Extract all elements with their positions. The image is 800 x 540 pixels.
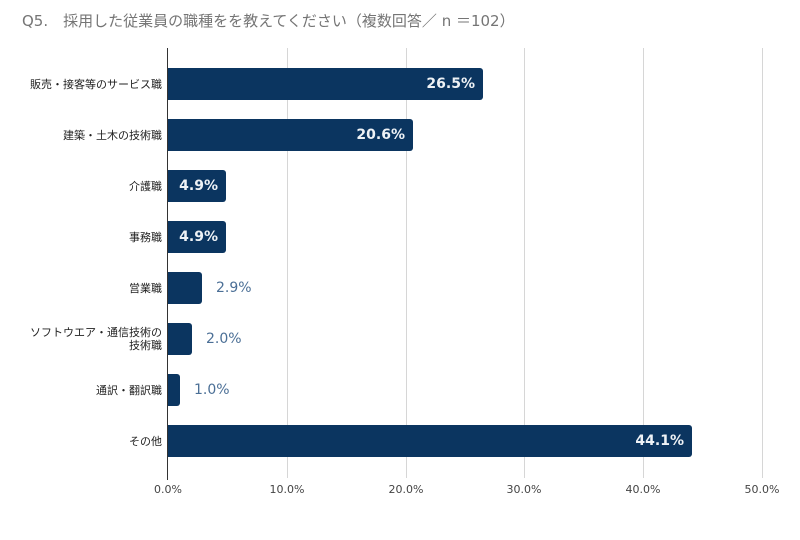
gridline [406, 48, 407, 478]
x-tick-label: 40.0% [625, 483, 661, 496]
value-label-outside: 1.0% [194, 382, 230, 398]
y-axis-line [167, 48, 168, 480]
category-label-line: 技術職 [129, 339, 162, 352]
category-label-line: 営業職 [129, 281, 162, 295]
gridline [643, 48, 644, 478]
category-label-line: 販売・接客等のサービス職 [30, 77, 162, 91]
category-label-line: 事務職 [129, 230, 162, 244]
category-label: 販売・接客等のサービス職 [2, 78, 162, 91]
category-label-line: 介護職 [129, 179, 162, 193]
category-label: 通訳・翻訳職 [2, 384, 162, 397]
bar[interactable] [168, 68, 483, 100]
value-label-inside: 26.5% [426, 76, 475, 92]
gridline [524, 48, 525, 478]
gridline [762, 48, 763, 478]
x-tick-label: 30.0% [506, 483, 542, 496]
category-label-line: 建築・土木の技術職 [63, 128, 162, 142]
category-label: 介護職 [2, 180, 162, 193]
x-tick-label: 20.0% [388, 483, 424, 496]
value-label-inside: 4.9% [179, 229, 218, 245]
category-label: その他 [2, 435, 162, 448]
x-tick-label: 0.0% [154, 483, 182, 496]
category-label-line: ソフトウエア・通信技術の [30, 326, 162, 339]
category-label: ソフトウエア・通信技術の 技術職 [2, 326, 162, 352]
category-label-line: その他 [129, 434, 162, 448]
category-label: 事務職 [2, 231, 162, 244]
bar[interactable] [168, 119, 413, 151]
x-tick-label: 10.0% [269, 483, 305, 496]
bar[interactable] [168, 170, 226, 202]
value-label-outside: 2.9% [216, 280, 252, 296]
bar[interactable] [168, 374, 180, 406]
x-tick-label: 50.0% [744, 483, 780, 496]
category-label: 営業職 [2, 282, 162, 295]
bar[interactable] [168, 272, 202, 304]
bar[interactable] [168, 323, 192, 355]
value-label-inside: 20.6% [356, 127, 405, 143]
value-label-inside: 4.9% [179, 178, 218, 194]
gridline [287, 48, 288, 478]
category-label-line: 通訳・翻訳職 [96, 383, 162, 397]
bar[interactable] [168, 425, 692, 457]
chart-title: Q5. 採用した従業員の職種をを教えてください（複数回答／ n ＝102） [22, 12, 515, 30]
value-label-inside: 44.1% [635, 433, 684, 449]
value-label-outside: 2.0% [206, 331, 242, 347]
bar[interactable] [168, 221, 226, 253]
category-label: 建築・土木の技術職 [2, 129, 162, 142]
